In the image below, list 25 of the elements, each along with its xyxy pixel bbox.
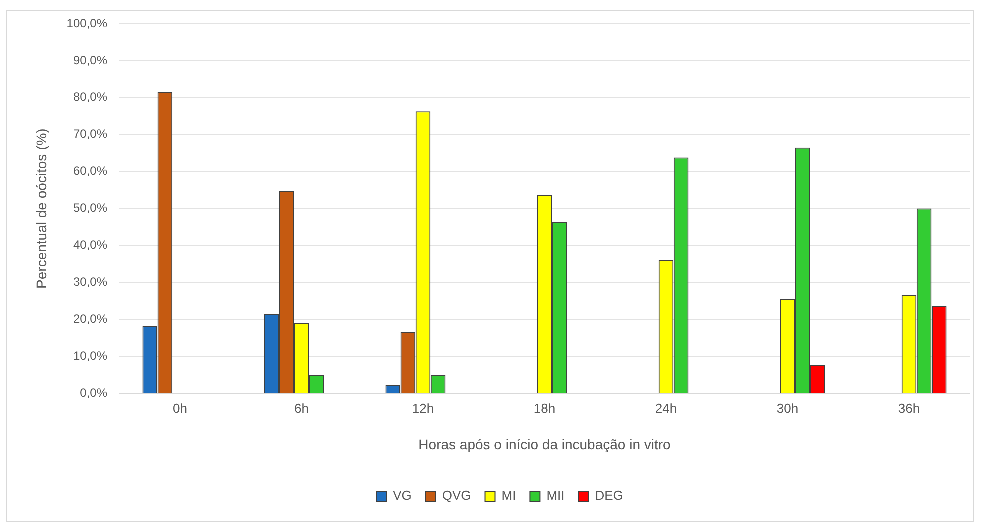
x-tick-label: 18h [534, 400, 556, 416]
y-tick-label: 0,0% [80, 386, 108, 400]
x-tick-label: 0h [173, 400, 188, 416]
y-tick-label: 10,0% [73, 348, 108, 363]
y-tick-label: 30,0% [73, 275, 108, 290]
y-tick-label: 50,0% [73, 201, 108, 216]
x-tick-label: 12h [412, 400, 434, 416]
y-axis-title: Percentual de oócitos (%) [33, 128, 50, 289]
legend-label: DEG [595, 488, 624, 504]
legend-label: VG [393, 488, 412, 504]
y-tick-label: 20,0% [73, 312, 108, 326]
x-tick-label: 36h [898, 400, 920, 416]
legend-label: QVG [442, 488, 472, 504]
x-tick-label: 6h [294, 400, 309, 416]
x-tick-label: 30h [776, 400, 799, 416]
y-tick-label: 70,0% [73, 127, 108, 142]
legend-label: MI [502, 488, 516, 504]
y-tick-label: 90,0% [73, 53, 108, 68]
y-tick-label: 80,0% [73, 90, 108, 104]
x-axis-title: Horas após o início da incubação in vitro [418, 436, 672, 452]
legend-label: MII [546, 488, 565, 504]
y-tick-label: 100,0% [66, 16, 108, 30]
y-tick-label: 40,0% [73, 238, 108, 252]
y-tick-label: 60,0% [73, 164, 108, 178]
x-tick-label: 24h [655, 400, 678, 416]
